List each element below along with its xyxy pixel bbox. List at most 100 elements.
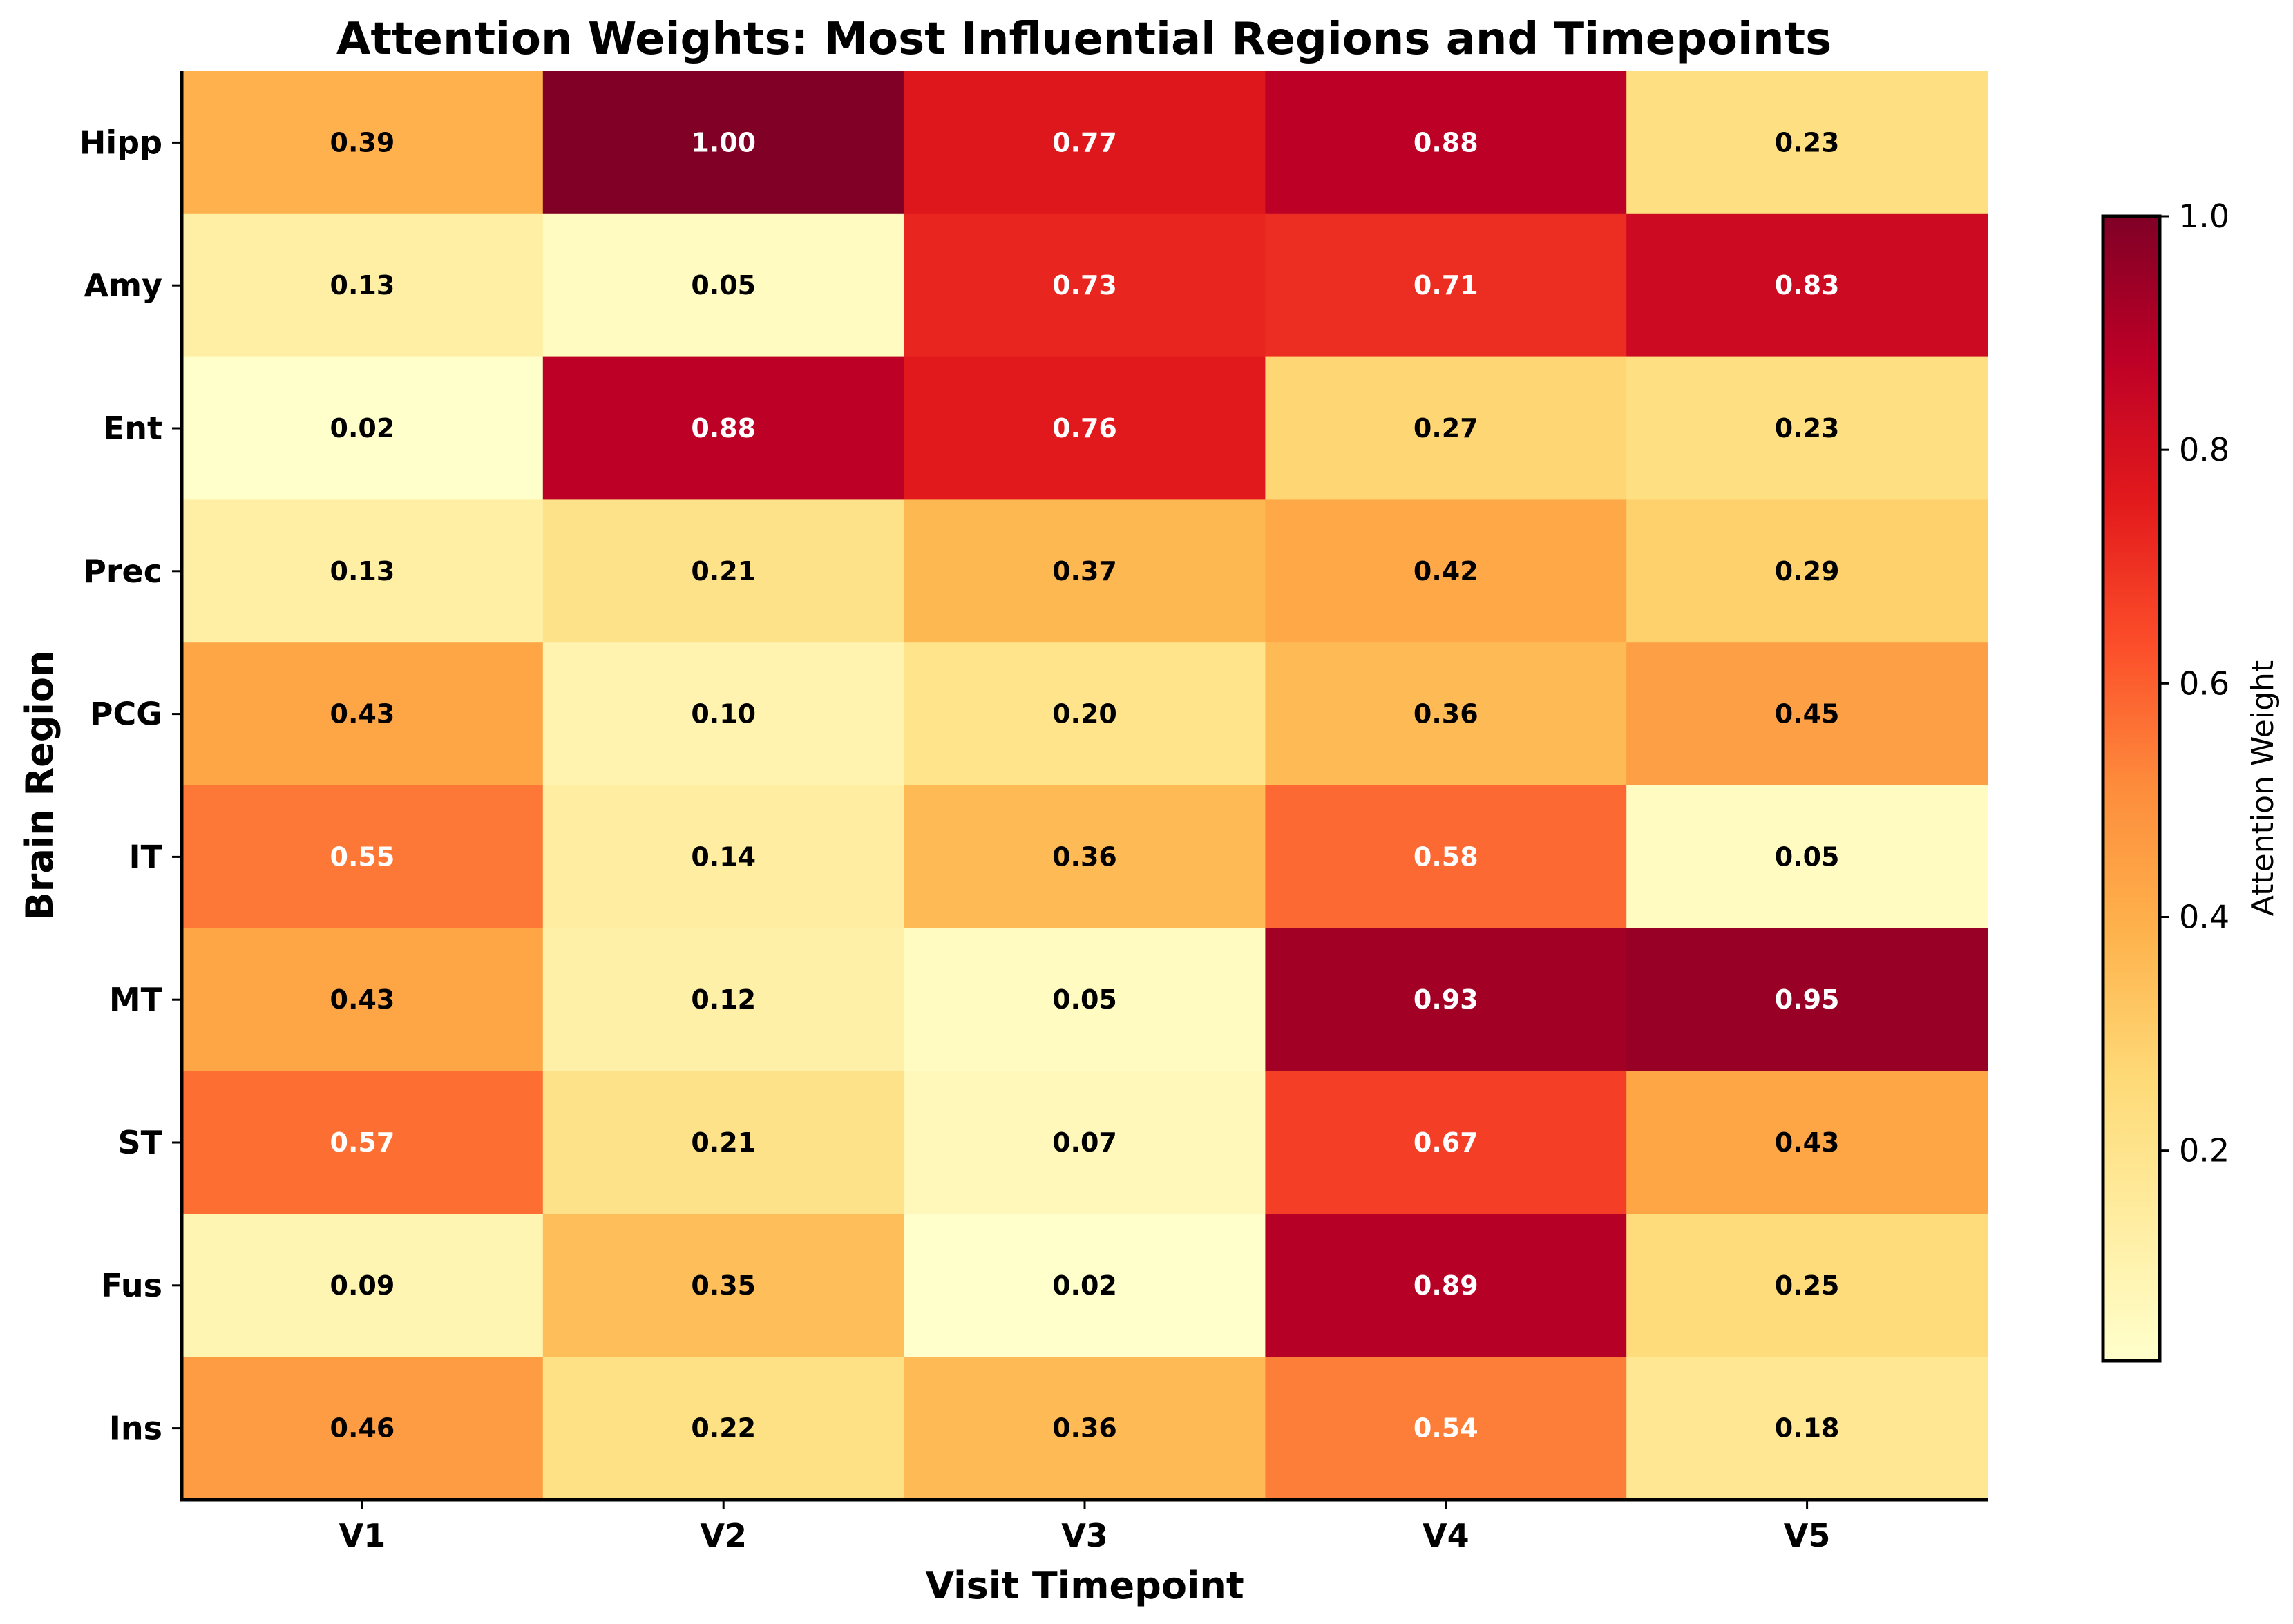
heatmap-cell-amy-v1 bbox=[182, 213, 544, 358]
cell-value-label: 0.43 bbox=[1775, 1127, 1840, 1158]
colorbar-tick-label: 0.8 bbox=[2179, 431, 2229, 468]
heatmap-cell-prec-v4 bbox=[1265, 499, 1627, 643]
heatmap-cell-fus-v3 bbox=[904, 1214, 1266, 1357]
heatmap-cell-ent-v5 bbox=[1626, 356, 1988, 500]
cell-value-label: 0.10 bbox=[691, 699, 756, 729]
heatmap-cell-hipp-v1 bbox=[182, 71, 544, 215]
cell-value-label: 0.13 bbox=[330, 270, 395, 300]
x-tick-label: V1 bbox=[339, 1517, 386, 1554]
heatmap-cell-mt-v2 bbox=[542, 928, 905, 1072]
heatmap-cell-pcg-v3 bbox=[904, 642, 1266, 786]
cell-value-label: 0.46 bbox=[330, 1413, 395, 1444]
cell-value-label: 0.73 bbox=[1052, 270, 1117, 300]
y-tick-label: Fus bbox=[101, 1267, 162, 1304]
heatmap-cell-prec-v2 bbox=[542, 499, 905, 643]
cell-value-label: 0.29 bbox=[1775, 556, 1840, 586]
heatmap-cell-st-v1 bbox=[182, 1071, 544, 1214]
heatmap-cell-it-v4 bbox=[1265, 785, 1627, 929]
heatmap-cell-st-v3 bbox=[904, 1071, 1266, 1214]
heatmap-cell-mt-v3 bbox=[904, 928, 1266, 1072]
heatmap-cell-labels: 0.39 1.00 0.77 0.88 0.23 0.13 0.05 0.73 0.71 0.83… bbox=[330, 127, 1840, 1443]
cell-value-label: 0.22 bbox=[691, 1413, 756, 1444]
heatmap-cell-st-v5 bbox=[1626, 1071, 1988, 1214]
heatmap-cell-prec-v3 bbox=[904, 499, 1266, 643]
heatmap-cell-it-v5 bbox=[1626, 785, 1988, 929]
y-tick-label: Ent bbox=[103, 410, 162, 447]
heatmap-cell-ins-v1 bbox=[182, 1357, 544, 1500]
cell-value-label: 0.23 bbox=[1775, 413, 1840, 443]
y-tick-label: Hipp bbox=[79, 124, 162, 161]
heatmap-cell-pcg-v5 bbox=[1626, 642, 1988, 786]
heatmap-cell-amy-v3 bbox=[904, 213, 1266, 358]
heatmap-cell-prec-v5 bbox=[1626, 499, 1988, 643]
heatmap-cell-it-v2 bbox=[542, 785, 905, 929]
cell-value-label: 0.95 bbox=[1775, 984, 1840, 1015]
cell-value-label: 0.23 bbox=[1775, 127, 1840, 157]
y-tick-label: IT bbox=[129, 838, 163, 875]
heatmap-cell-pcg-v4 bbox=[1265, 642, 1627, 786]
cell-value-label: 1.00 bbox=[691, 127, 756, 157]
colorbar-ticks: 0.2 0.4 0.6 0.8 1.0 bbox=[2160, 198, 2229, 1169]
cell-value-label: 0.18 bbox=[1775, 1413, 1840, 1444]
cell-value-label: 0.36 bbox=[1414, 699, 1478, 729]
x-axis-label: Visit Timepoint bbox=[925, 1564, 1244, 1607]
cell-value-label: 0.05 bbox=[1775, 841, 1840, 872]
heatmap-cells bbox=[182, 71, 1988, 1500]
x-axis-ticks: V1 V2 V3 V4 V5 bbox=[339, 1500, 1830, 1554]
heatmap-cell-hipp-v4 bbox=[1265, 71, 1627, 215]
cell-value-label: 0.43 bbox=[330, 984, 395, 1015]
cell-value-label: 0.20 bbox=[1052, 699, 1117, 729]
cell-value-label: 0.05 bbox=[1052, 984, 1117, 1015]
cell-value-label: 0.13 bbox=[330, 556, 395, 586]
cell-value-label: 0.09 bbox=[330, 1270, 395, 1301]
heatmap-cell-ins-v2 bbox=[542, 1357, 905, 1500]
colorbar bbox=[2101, 214, 2162, 1363]
y-axis-label: Brain Region bbox=[18, 651, 61, 921]
chart-title: Attention Weights: Most Influential Regi… bbox=[336, 14, 1831, 65]
heatmap-cell-ent-v3 bbox=[904, 356, 1266, 500]
y-axis-ticks: Hipp Amy Ent Prec PCG IT MT ST Fus Ins bbox=[79, 124, 182, 1447]
x-tick-label: V3 bbox=[1061, 1517, 1108, 1554]
cell-value-label: 0.07 bbox=[1052, 1127, 1117, 1158]
heatmap-cell-amy-v2 bbox=[542, 213, 905, 358]
cell-value-label: 0.36 bbox=[1052, 1413, 1117, 1444]
cell-value-label: 0.21 bbox=[691, 556, 756, 586]
heatmap-cell-hipp-v2 bbox=[542, 71, 905, 215]
y-tick-label: Amy bbox=[84, 267, 162, 304]
y-tick-label: Prec bbox=[83, 553, 162, 590]
cell-value-label: 0.58 bbox=[1414, 841, 1478, 872]
heatmap-cell-mt-v5 bbox=[1626, 928, 1988, 1072]
heatmap-cell-pcg-v1 bbox=[182, 642, 544, 786]
cell-value-label: 0.89 bbox=[1414, 1270, 1478, 1301]
heatmap-cell-mt-v4 bbox=[1265, 928, 1627, 1072]
heatmap-cell-pcg-v2 bbox=[542, 642, 905, 786]
heatmap-cell-hipp-v3 bbox=[904, 71, 1266, 215]
cell-value-label: 0.71 bbox=[1414, 270, 1478, 300]
cell-value-label: 0.37 bbox=[1052, 556, 1117, 586]
heatmap-cell-st-v2 bbox=[542, 1071, 905, 1214]
cell-value-label: 0.05 bbox=[691, 270, 756, 300]
heatmap-cell-hipp-v5 bbox=[1626, 71, 1988, 215]
cell-value-label: 0.36 bbox=[1052, 841, 1117, 872]
colorbar-tick-label: 1.0 bbox=[2179, 198, 2229, 235]
heatmap-cell-ent-v1 bbox=[182, 356, 544, 500]
cell-value-label: 0.02 bbox=[1052, 1270, 1117, 1301]
y-tick-label: MT bbox=[109, 981, 163, 1018]
heatmap-cell-amy-v4 bbox=[1265, 213, 1627, 358]
cell-value-label: 0.55 bbox=[330, 841, 395, 872]
cell-value-label: 0.54 bbox=[1414, 1413, 1478, 1444]
heatmap-cell-fus-v2 bbox=[542, 1214, 905, 1357]
cell-value-label: 0.14 bbox=[691, 841, 756, 872]
heatmap-cell-amy-v5 bbox=[1626, 213, 1988, 358]
cell-value-label: 0.88 bbox=[691, 413, 756, 443]
cell-value-label: 0.83 bbox=[1775, 270, 1840, 300]
colorbar-tick-label: 0.2 bbox=[2179, 1132, 2229, 1169]
cell-value-label: 0.43 bbox=[330, 699, 395, 729]
cell-value-label: 0.45 bbox=[1775, 699, 1840, 729]
y-tick-label: ST bbox=[117, 1124, 162, 1161]
heatmap-cell-prec-v1 bbox=[182, 499, 544, 643]
cell-value-label: 0.27 bbox=[1414, 413, 1478, 443]
heatmap-cell-fus-v1 bbox=[182, 1214, 544, 1357]
cell-value-label: 0.35 bbox=[691, 1270, 756, 1301]
heatmap-cell-ins-v4 bbox=[1265, 1357, 1627, 1500]
